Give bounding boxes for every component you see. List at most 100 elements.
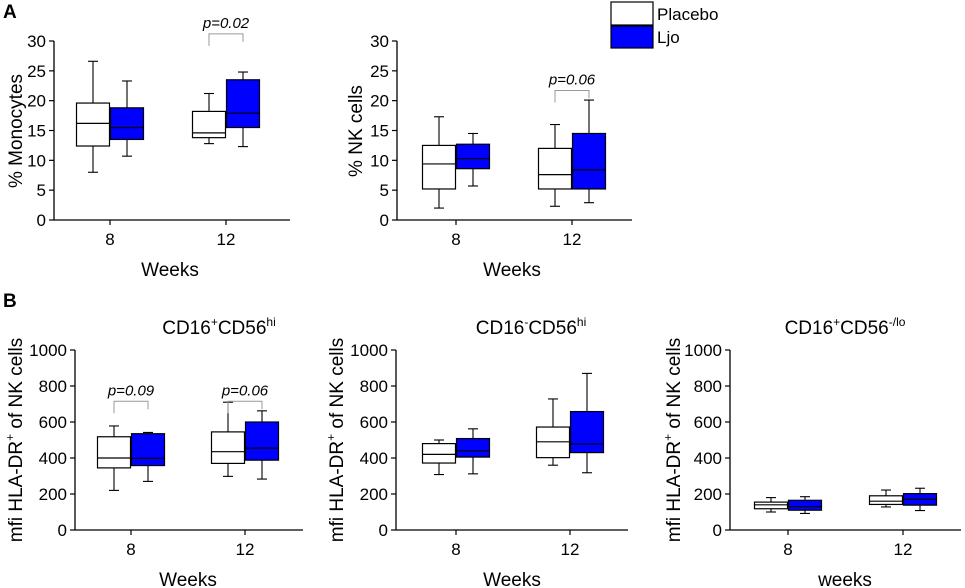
significance-bracket: [227, 400, 263, 414]
title-sup1: +: [211, 315, 218, 329]
x-tick-label: 8: [451, 230, 460, 249]
title-sup2: hi: [577, 315, 586, 329]
p-value-label: p=0.06: [221, 382, 269, 399]
ylabel-post: of NK cells: [664, 338, 685, 434]
legend: Placebo Ljo: [610, 1, 718, 49]
y-tick-label: 15: [27, 122, 46, 141]
placebo-box: [753, 501, 789, 510]
y-axis-label: mfi HLA-DR+ of NK cells: [3, 338, 27, 542]
y-tick-label: 0: [380, 211, 389, 230]
x-axis-label: Weeks: [159, 570, 217, 588]
ljo-box: [571, 132, 607, 190]
y-tick-label: 800: [694, 377, 722, 396]
ljo-box: [455, 437, 491, 458]
y-tick-label: 400: [39, 449, 67, 468]
panel-label-a: A: [3, 2, 17, 23]
panel-label-b: B: [3, 291, 17, 312]
chart-title: CD16+CD56hi: [162, 315, 276, 339]
p-value-label: p=0.09: [107, 382, 155, 399]
x-tick-label: 12: [561, 540, 580, 559]
title-base2: CD56: [218, 318, 267, 339]
y-tick-label: 5: [380, 181, 389, 200]
x-axis-label: weeks: [817, 570, 872, 588]
placebo-box: [421, 144, 457, 190]
x-tick-label: 12: [563, 230, 582, 249]
significance-bracket: [113, 400, 149, 414]
y-tick-label: 600: [39, 413, 67, 432]
p-value-label: p=0.06: [548, 72, 596, 89]
y-tick-label: 200: [39, 485, 67, 504]
y-tick-label: 200: [360, 485, 388, 504]
ljo-box: [225, 79, 261, 129]
title-base1: CD16: [785, 318, 834, 339]
y-tick-label: 25: [27, 62, 46, 81]
y-tick-label: 200: [694, 485, 722, 504]
y-tick-label: 400: [694, 449, 722, 468]
y-tick-label: 10: [370, 151, 389, 170]
title-base2: CD56: [528, 318, 577, 339]
legend-swatch-placebo: [610, 1, 654, 26]
title-sup2: -/lo: [889, 315, 906, 329]
y-tick-label: 600: [360, 413, 388, 432]
ljo-box: [109, 107, 145, 141]
y-tick-label: 600: [694, 413, 722, 432]
y-tick-label: 30: [27, 32, 46, 51]
placebo-box: [75, 102, 111, 147]
title-base1: CD16: [476, 318, 525, 339]
ylabel-sup: +: [324, 434, 338, 441]
placebo-box: [96, 436, 132, 469]
ylabel-post: of NK cells: [6, 338, 27, 434]
y-axis-label: % Monocytes: [6, 74, 27, 188]
title-base2: CD56: [840, 318, 889, 339]
placebo-box: [191, 110, 227, 139]
x-tick-label: 8: [783, 540, 792, 559]
ljo-box: [455, 143, 491, 170]
y-tick-label: 0: [58, 521, 67, 540]
y-axis-label: % NK cells: [346, 85, 367, 177]
ylabel-pre: mfi HLA-DR: [327, 441, 348, 542]
y-tick-label: 800: [360, 377, 388, 396]
ljo-box: [787, 499, 823, 511]
ylabel-sup: +: [661, 434, 675, 441]
x-axis-label: Weeks: [483, 570, 541, 588]
x-axis-label: Weeks: [483, 260, 541, 281]
y-axis-label: mfi HLA-DR+ of NK cells: [324, 338, 348, 542]
legend-swatch-ljo: [610, 25, 654, 49]
y-tick-label: 15: [370, 122, 389, 141]
chart-title: CD16-CD56hi: [476, 315, 587, 339]
placebo-box: [421, 443, 457, 464]
title-sup1: -: [524, 315, 528, 329]
y-tick-label: 0: [713, 521, 722, 540]
y-tick-label: 25: [370, 62, 389, 81]
ylabel-pre: mfi HLA-DR: [664, 441, 685, 542]
placebo-box: [537, 147, 573, 190]
chart-monocytes: % Monocytes Weeks 0 5 10 15 20 25 30 8 12 p=0.02: [6, 15, 290, 281]
y-tick-label: 1000: [29, 341, 67, 360]
significance-bracket: [554, 90, 590, 103]
chart-title: CD16+CD56-/lo: [785, 315, 906, 339]
title-sup2: hi: [266, 315, 275, 329]
x-tick-label: 12: [894, 540, 913, 559]
y-tick-label: 20: [27, 92, 46, 111]
p-value-label: p=0.02: [202, 15, 250, 32]
legend-label-placebo: Placebo: [657, 5, 718, 24]
y-tick-label: 400: [360, 449, 388, 468]
ljo-box: [244, 421, 280, 461]
y-tick-label: 10: [27, 151, 46, 170]
chart-cd16pos-cd56lo: CD16+CD56-/lo mfi HLA-DR+ of NK cells we…: [661, 315, 961, 588]
y-tick-label: 800: [39, 377, 67, 396]
y-tick-label: 30: [370, 32, 389, 51]
x-tick-label: 12: [236, 540, 255, 559]
y-tick-label: 5: [37, 181, 46, 200]
x-axis-label: Weeks: [141, 260, 199, 281]
y-tick-label: 0: [379, 521, 388, 540]
ylabel-pre: mfi HLA-DR: [6, 441, 27, 542]
chart-cd16neg-cd56hi: CD16-CD56hi mfi HLA-DR+ of NK cells Week…: [324, 315, 628, 588]
placebo-box: [868, 495, 904, 506]
title-sup1: +: [833, 315, 840, 329]
placebo-box: [210, 431, 246, 464]
chart-cd16pos-cd56hi: CD16+CD56hi mfi HLA-DR+ of NK cells Week…: [3, 315, 303, 588]
x-tick-label: 8: [451, 540, 460, 559]
legend-label-ljo: Ljo: [657, 28, 680, 47]
x-tick-label: 8: [126, 540, 135, 559]
